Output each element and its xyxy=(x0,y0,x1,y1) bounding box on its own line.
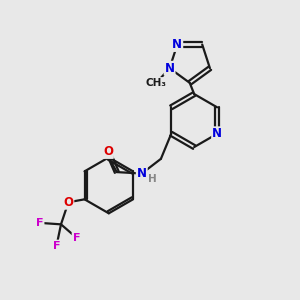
Text: O: O xyxy=(63,196,74,209)
Text: CH₃: CH₃ xyxy=(146,78,167,88)
Text: N: N xyxy=(165,62,175,75)
Text: F: F xyxy=(73,232,80,243)
Text: F: F xyxy=(53,241,60,250)
Text: N: N xyxy=(172,38,182,51)
Text: H: H xyxy=(148,174,157,184)
Text: O: O xyxy=(103,145,113,158)
Text: N: N xyxy=(212,127,222,140)
Text: N: N xyxy=(137,167,147,180)
Text: F: F xyxy=(36,218,44,228)
